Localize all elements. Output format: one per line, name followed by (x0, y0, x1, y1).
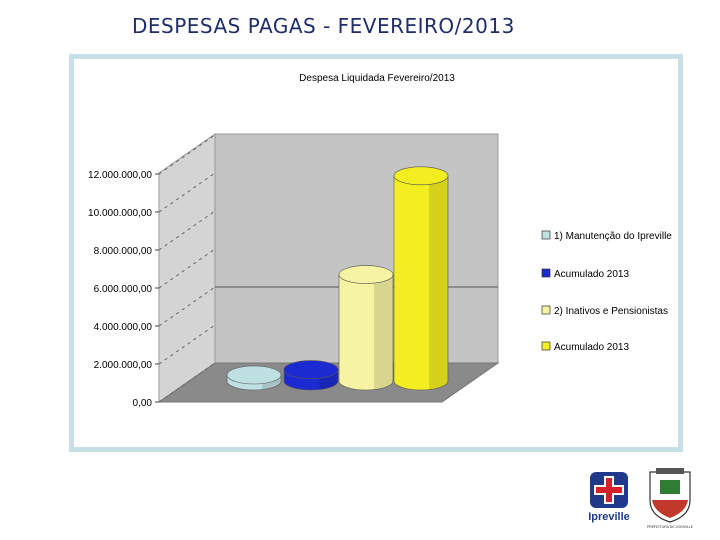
legend-label: Acumulado 2013 (554, 269, 629, 280)
y-tick-label: 4.000.000,00 (94, 322, 153, 333)
bar-body (393, 175, 449, 391)
chart-side-wall (158, 133, 216, 403)
legend-label: 2) Inativos e Pensionistas (554, 306, 668, 317)
slide-title: DESPESAS PAGAS - FEVEREIRO/2013 (132, 14, 515, 38)
y-tick-depth (158, 134, 216, 175)
chart-area: Despesa Liquidada Fevereiro/2013 0,00 2.0… (74, 59, 678, 447)
prefeitura-seal: PREFEITURA DE JOINVILLE (647, 468, 694, 529)
bar-1 (226, 365, 282, 391)
ipreville-logo-text: Ipreville (588, 511, 630, 523)
bar-2 (283, 360, 339, 391)
legend-swatch (541, 341, 551, 351)
y-tick-label: 2.000.000,00 (94, 360, 153, 371)
y-tick-label: 10.000.000,00 (88, 208, 152, 219)
legend-swatch (541, 305, 551, 315)
y-tick-depth (158, 286, 216, 327)
bar-top (226, 365, 282, 385)
legend-swatch (541, 230, 551, 240)
chart-frame: Despesa Liquidada Fevereiro/2013 0,00 2.0… (69, 54, 683, 452)
bar-4 (393, 166, 449, 391)
bar-shade (374, 274, 393, 390)
y-tick-depth (158, 324, 216, 365)
bar-chart: Despesa Liquidada Fevereiro/2013 0,00 2.0… (88, 73, 672, 409)
y-tick-depth (158, 172, 216, 213)
y-tick-label: 8.000.000,00 (94, 246, 153, 257)
legend-label: 1) Manutenção do Ipreville (554, 231, 672, 242)
chart-title: Despesa Liquidada Fevereiro/2013 (299, 73, 455, 84)
bar-top (393, 166, 449, 186)
y-tick-depth (158, 248, 216, 289)
bar-top (338, 265, 394, 284)
ipreville-logo: Ipreville (588, 472, 630, 523)
bar-3 (338, 265, 394, 391)
y-tick-label: 6.000.000,00 (94, 284, 153, 295)
y-tick-depth (158, 362, 216, 403)
bar-shade (429, 175, 448, 390)
legend-swatch (541, 268, 551, 278)
y-tick-label: 0,00 (133, 398, 153, 409)
bar-body (338, 274, 394, 391)
prefeitura-text: PREFEITURA DE JOINVILLE (647, 525, 694, 529)
logo-area: Ipreville PREFEITURA DE JOINVILLE (574, 466, 710, 530)
legend-label: Acumulado 2013 (554, 342, 629, 353)
y-tick-depth (158, 210, 216, 251)
y-tick-label: 12.000.000,00 (88, 170, 152, 181)
bar-top (283, 360, 339, 379)
